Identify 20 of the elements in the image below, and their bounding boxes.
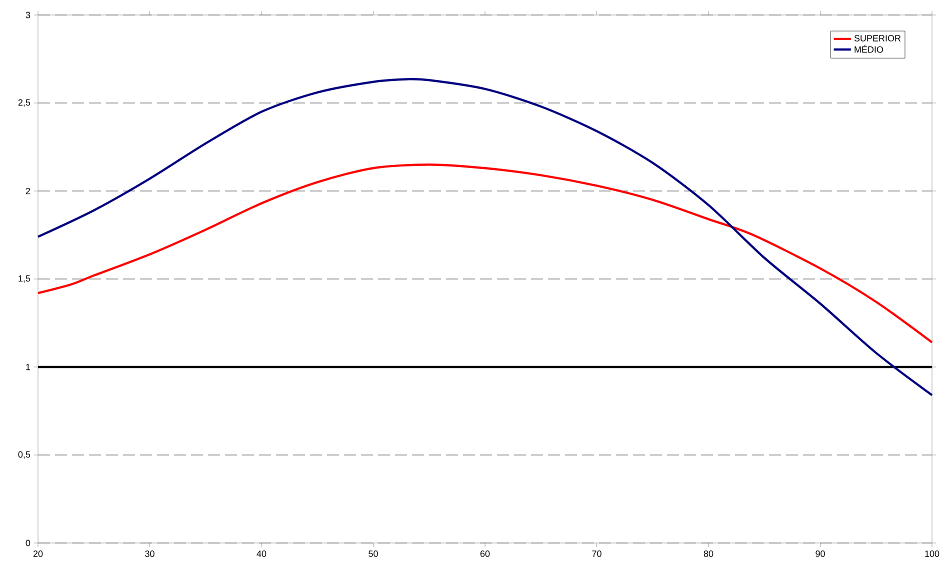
x-tick-label: 20 (33, 550, 43, 557)
y-tick-label: 0,5 (18, 451, 30, 459)
y-tick-label: 3 (26, 12, 30, 18)
line-series (36, 78, 934, 396)
y-tick-label: 1 (26, 364, 30, 370)
x-tick-label: 90 (816, 550, 825, 557)
x-tick-label: 30 (145, 550, 154, 557)
x-tick-label: 80 (704, 550, 714, 557)
line-series (36, 164, 934, 344)
y-tick-label: 1,5 (18, 275, 30, 283)
legend-label: MÉDIO (854, 44, 884, 53)
x-tick-label: 40 (256, 550, 266, 557)
x-tick-label: 60 (480, 550, 490, 557)
y-tick-label: 2,5 (18, 99, 30, 107)
y-tick-label: 0 (26, 540, 30, 546)
legend-label: SUPERIOR (854, 35, 901, 42)
x-tick-label: 70 (592, 550, 602, 557)
y-tick-label: 2 (26, 188, 30, 194)
x-tick-label: 50 (368, 550, 378, 557)
x-tick-label: 100 (925, 550, 940, 557)
